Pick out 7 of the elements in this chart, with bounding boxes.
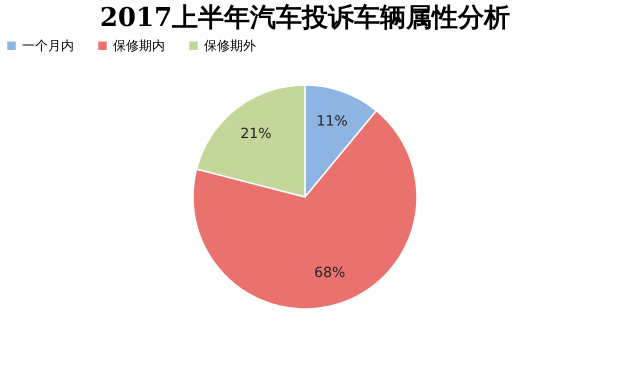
data-label: 11%	[316, 114, 348, 130]
legend-label: 保修期外	[204, 38, 256, 54]
legend-label: 保修期内	[113, 38, 165, 54]
data-label: 68%	[314, 265, 346, 282]
chart-title: 2017上半年汽车投诉车辆属性分析	[100, 3, 510, 33]
data-label: 21%	[240, 126, 272, 142]
legend-label: 一个月内	[22, 38, 74, 54]
